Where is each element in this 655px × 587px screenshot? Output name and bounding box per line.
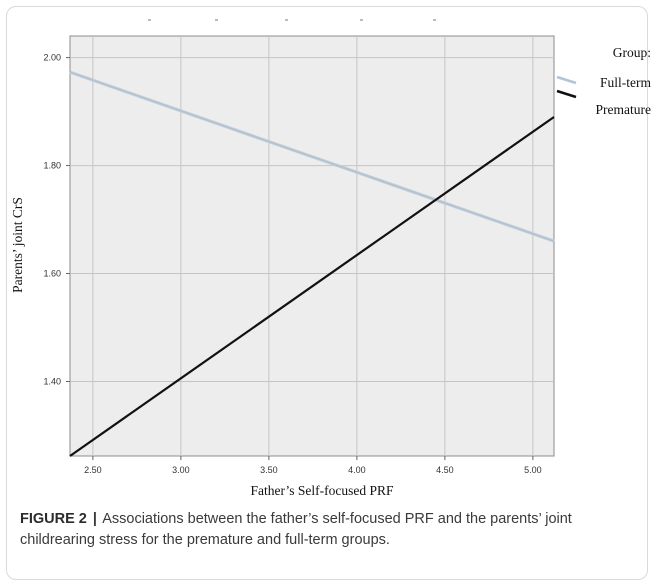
series-line-full-term <box>69 71 555 242</box>
x-tick-label: 5.00 <box>524 465 542 475</box>
grid <box>70 19 554 456</box>
chart: 2.50 3.00 3.50 4.00 4.50 5.00 1.40 1.60 1.80 2.0… <box>10 19 651 498</box>
plot-area <box>69 35 555 457</box>
series-line-premature <box>69 116 555 457</box>
y-axis-ticks: 1.40 1.60 1.80 2.00 <box>43 53 70 387</box>
x-tick-label: 4.00 <box>348 465 366 475</box>
y-tick-label: 1.60 <box>43 269 61 279</box>
x-axis-ticks: 2.50 3.00 3.50 4.00 4.50 5.00 <box>84 456 542 475</box>
series-lines <box>69 70 555 457</box>
x-tick-label: 3.50 <box>260 465 278 475</box>
legend-swatch-full-term <box>556 75 577 85</box>
legend: Full-term Premature <box>556 75 651 117</box>
legend-entry-premature: Premature <box>596 102 651 117</box>
x-axis-label: Father’s Self-focused PRF <box>251 483 394 498</box>
x-tick-label: 4.50 <box>436 465 454 475</box>
caption-separator: | <box>92 511 97 527</box>
y-axis-label: Parents’ joint CrS <box>10 197 25 293</box>
x-tick-label: 3.00 <box>172 465 190 475</box>
figure-label: FIGURE 2 <box>20 511 87 527</box>
y-tick-label: 2.00 <box>43 53 61 63</box>
legend-swatch-premature <box>556 89 577 99</box>
legend-entry-full-term: Full-term <box>600 75 651 90</box>
x-tick-label: 2.50 <box>84 465 102 475</box>
figure-caption: FIGURE 2 | Associations between the fath… <box>20 509 640 551</box>
y-tick-label: 1.40 <box>43 377 61 387</box>
y-tick-label: 1.80 <box>43 161 61 171</box>
legend-title: Group: <box>613 45 651 60</box>
caption-text: Associations between the father’s self-f… <box>20 511 572 548</box>
